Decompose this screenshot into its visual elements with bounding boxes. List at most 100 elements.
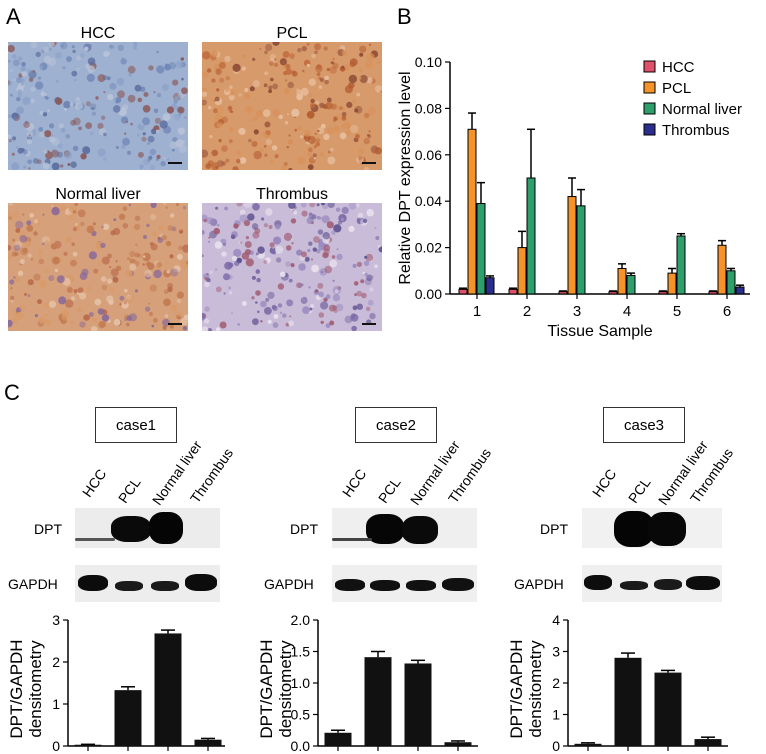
micrograph-texture bbox=[8, 42, 188, 170]
band bbox=[402, 516, 438, 544]
band bbox=[620, 581, 648, 590]
legend-label: PCL bbox=[662, 80, 691, 97]
band bbox=[370, 580, 400, 591]
case1-dpt-blot bbox=[75, 508, 220, 548]
bar bbox=[364, 657, 392, 746]
y-axis-label: DPT/GAPDH bbox=[507, 639, 526, 738]
case2-gapdh-blot bbox=[332, 565, 477, 602]
band bbox=[584, 575, 612, 590]
micrograph-texture bbox=[202, 203, 382, 331]
micrograph-hcc bbox=[8, 42, 188, 170]
legend-swatch bbox=[643, 60, 656, 73]
case2-lane-pcl: PCL bbox=[374, 474, 404, 506]
legend-swatch bbox=[643, 81, 656, 94]
band bbox=[366, 514, 404, 544]
bar bbox=[74, 744, 102, 746]
case2-densitometry-chart: 0.0 0.5 1.0 1.5 2.0 DPT/GAPDH densitometry bbox=[257, 612, 478, 754]
bar bbox=[658, 291, 668, 295]
x-tick-label: 4 bbox=[623, 303, 631, 320]
case3-gapdh-blot bbox=[582, 565, 722, 602]
bar bbox=[558, 291, 568, 295]
case1-gapdh-blot bbox=[75, 565, 220, 602]
case1-densitometry-chart: 0 1 2 3 DPT/GAPDH densitometry bbox=[7, 612, 225, 754]
band bbox=[335, 579, 365, 591]
case2-label: case2 bbox=[375, 416, 417, 434]
y-tick-label: 2.0 bbox=[291, 612, 311, 628]
y-tick-label: 0.08 bbox=[415, 100, 442, 116]
legend-label: Normal liver bbox=[662, 101, 742, 118]
y-tick-label: 1 bbox=[552, 707, 560, 723]
case1-label-box: case1 bbox=[95, 407, 177, 443]
case3-gapdh-label: GAPDH bbox=[514, 576, 564, 592]
bar bbox=[694, 739, 722, 746]
case3-densitometry-chart: 0 1 2 3 4 DPT/GAPDH densitometry bbox=[507, 612, 728, 754]
y-tick-label: 3 bbox=[52, 612, 60, 628]
case2-gapdh-label: GAPDH bbox=[264, 576, 314, 592]
micrograph-normal-liver bbox=[8, 203, 188, 331]
y-tick-label: 0.02 bbox=[415, 240, 442, 256]
micrograph-texture bbox=[8, 203, 188, 331]
bar bbox=[576, 205, 586, 295]
y-tick-label: 0.10 bbox=[415, 54, 442, 70]
y-tick-label: 1.5 bbox=[291, 644, 311, 660]
case3-lane-hcc: HCC bbox=[588, 465, 620, 500]
y-tick-label: 0 bbox=[52, 738, 60, 754]
case3-dpt-blot bbox=[582, 508, 722, 548]
band bbox=[151, 581, 179, 591]
y-tick-label: 1 bbox=[52, 696, 60, 712]
scale-bar bbox=[168, 162, 182, 164]
bar bbox=[626, 274, 636, 295]
bar bbox=[614, 657, 642, 746]
micrograph-title-normal-liver: Normal liver bbox=[55, 186, 141, 203]
x-tick-label: 3 bbox=[573, 303, 581, 320]
band bbox=[648, 512, 686, 546]
case3-lane-pcl: PCL bbox=[624, 474, 654, 506]
case3-label-box: case3 bbox=[603, 407, 685, 443]
panel-a-letter: A bbox=[6, 4, 21, 29]
bar bbox=[467, 128, 477, 295]
micrograph-pcl bbox=[202, 42, 382, 170]
bar bbox=[726, 270, 736, 295]
bar bbox=[574, 743, 602, 746]
band bbox=[686, 576, 720, 590]
micrograph-title-hcc: HCC bbox=[80, 25, 116, 42]
bar bbox=[567, 196, 577, 295]
y-axis-label: densitometry bbox=[276, 640, 295, 738]
x-tick-label: 5 bbox=[673, 303, 681, 320]
band bbox=[75, 538, 115, 541]
y-axis-label: densitometry bbox=[526, 640, 545, 738]
bar bbox=[667, 272, 677, 295]
y-tick-label: 4 bbox=[552, 612, 560, 628]
bar bbox=[517, 247, 527, 295]
band bbox=[442, 578, 474, 591]
y-tick-label: 3 bbox=[552, 644, 560, 660]
bar bbox=[194, 739, 222, 746]
legend-swatch bbox=[643, 102, 656, 115]
bar bbox=[508, 288, 518, 295]
band bbox=[149, 512, 183, 544]
bar bbox=[485, 277, 495, 295]
case2-dpt-blot bbox=[332, 508, 477, 548]
case3-label: case3 bbox=[623, 416, 665, 434]
y-tick-label: 0.06 bbox=[415, 147, 442, 163]
micrograph-title-pcl: PCL bbox=[276, 25, 308, 42]
x-axis-label: Tissue Sample bbox=[547, 323, 652, 340]
case3-dpt-label: DPT bbox=[540, 521, 568, 537]
y-tick-label: 0.0 bbox=[291, 738, 311, 754]
scale-bar bbox=[362, 323, 376, 325]
case1-lane-pcl: PCL bbox=[114, 474, 144, 506]
panel-c-letter: C bbox=[4, 380, 20, 405]
x-tick-label: 6 bbox=[723, 303, 731, 320]
y-tick-label: 0 bbox=[552, 738, 560, 754]
x-tick-label: 1 bbox=[473, 303, 481, 320]
y-axis-label: DPT/GAPDH bbox=[257, 639, 276, 738]
y-tick-label: 1.0 bbox=[291, 675, 311, 691]
band bbox=[78, 575, 108, 591]
case2-lane-hcc: HCC bbox=[338, 465, 370, 500]
bar bbox=[526, 177, 536, 295]
case2-dpt-label: DPT bbox=[290, 521, 318, 537]
band bbox=[332, 538, 372, 541]
y-axis-label: DPT/GAPDH bbox=[7, 639, 26, 738]
bar bbox=[717, 244, 727, 295]
legend-label: Thrombus bbox=[662, 122, 730, 139]
